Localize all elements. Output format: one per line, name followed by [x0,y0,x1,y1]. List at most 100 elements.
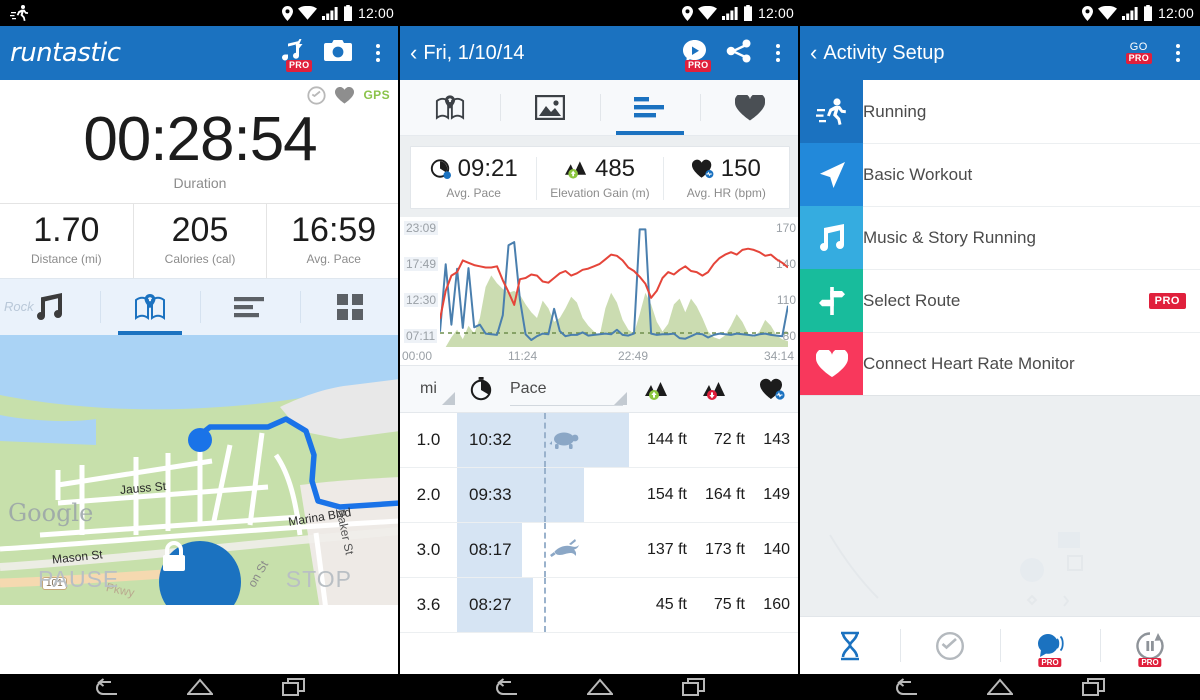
status-bar-icons: 12:00 [681,0,794,26]
activity-item-select-route[interactable]: Select Route PRO [800,269,1200,332]
tab-splits[interactable] [200,279,300,335]
hourglass-icon [841,631,859,660]
signpost-icon [800,269,863,332]
status-bar: 12:00 12:00 12:00 [0,0,1200,26]
nav-group-3 [800,674,1200,700]
col-header-elevation-loss[interactable] [687,365,745,413]
music-pro-icon[interactable]: PRO [280,38,313,72]
summary-label: Avg. HR (bpm) [686,186,766,200]
pause-button[interactable]: PAUSE [38,565,120,592]
home-nav-icon[interactable] [986,678,1013,696]
stat-distance[interactable]: 1.70 Distance (mi) [0,204,133,277]
summary-value: 09:21 [457,155,518,182]
back-nav-icon[interactable] [894,678,918,696]
col-header-duration[interactable] [457,365,504,413]
summary-value: 485 [594,155,636,182]
activity-item-basic-workout[interactable]: Basic Workout [800,143,1200,206]
home-nav-icon[interactable] [186,678,213,696]
duration-value: 00:28:54 [83,105,317,174]
camera-icon[interactable] [324,39,352,67]
chart-x-tick: 34:14 [763,349,794,363]
cell-elevation-gain: 144 ft [646,431,687,448]
android-nav-bar [0,674,1200,700]
tab-splits[interactable] [600,80,700,135]
tab-map[interactable] [400,80,500,135]
tab-photos[interactable] [500,80,600,135]
back-icon[interactable]: ‹ [810,40,818,65]
panel-live-tracking: runtastic PRO [0,26,400,674]
back-nav-icon[interactable] [494,678,518,696]
back-nav-icon[interactable] [94,678,118,696]
panel-session-details: ‹ Fri, 1/10/14 PRO [400,26,800,674]
tab-heart-rate[interactable] [700,80,800,135]
voice-coach-icon [1038,633,1064,657]
cell-distance: 2.0 [416,485,441,504]
tab-music[interactable] [0,279,100,335]
signal-icon [1121,7,1138,20]
table-row[interactable]: 2.0 09:33 154 ft 164 ft 149 [400,468,800,523]
overflow-menu-icon[interactable] [370,40,386,66]
option-cadence-sensor[interactable] [900,617,1000,674]
activity-item-connect-hr-monitor[interactable]: Connect Heart Rate Monitor [800,332,1200,395]
option-auto-pause[interactable]: PRO [1100,617,1200,674]
story-running-pro-icon[interactable]: PRO [681,39,712,72]
overflow-menu-icon[interactable] [1170,40,1186,66]
lock-button[interactable] [159,540,241,605]
tab-map[interactable] [100,279,200,335]
cell-elevation-loss: 164 ft [704,486,745,503]
back-icon[interactable]: ‹ [410,40,418,65]
stat-value: 1.70 [33,211,100,250]
recents-nav-icon[interactable] [681,677,706,697]
stat-label: Avg. Pace [306,251,361,266]
activity-item-running[interactable]: Running [800,80,1200,143]
recents-nav-icon[interactable] [1081,677,1106,697]
pace-average-marker [544,468,546,522]
cell-pace: 09:33 [469,485,512,504]
option-interval-timer[interactable] [800,617,900,674]
panel-divider [798,0,800,700]
share-icon[interactable] [726,39,752,68]
elevation-gain-icon [645,381,667,400]
activity-label: Music & Story Running [863,228,1036,247]
pace-bar [457,413,629,467]
wifi-icon [297,6,317,20]
detail-tab-bar [400,80,800,136]
table-row[interactable]: 3.0 08:17 137 ft 173 ft 140 [400,523,800,578]
stop-button[interactable]: STOP [285,565,352,592]
stat-calories[interactable]: 205 Calories (cal) [132,204,267,278]
go-pro-badge[interactable]: GO PRO [1125,41,1152,65]
location-icon [1081,5,1093,21]
session-chart[interactable]: 23:09 17:49 12:30 07:11 170 140 110 80 0… [400,217,800,365]
activity-text-wrap: Running [863,80,1200,143]
col-header-elevation-gain[interactable] [629,365,687,413]
home-nav-icon[interactable] [586,678,613,696]
col-header-heart-rate[interactable] [745,365,800,413]
duration-block: 00:28:54 Duration [0,105,400,204]
col-header-pace[interactable]: Pace [504,365,629,413]
tab-dashboard[interactable] [300,279,400,335]
page-title: Fri, 1/10/14 [423,41,525,64]
overflow-menu-icon[interactable] [770,40,786,66]
chart-y-left-tick: 07:11 [404,329,438,343]
activity-item-music-story-running[interactable]: Music & Story Running [800,206,1200,269]
bottom-tab-bar: Rock [0,278,400,335]
col-header-distance[interactable]: mi [400,365,457,413]
stat-avg-pace[interactable]: 16:59 Avg. Pace [266,204,400,278]
option-voice-coach[interactable]: PRO [1000,617,1100,674]
chart-x-tick: 11:24 [508,349,538,363]
summary-avg-pace: 09:21 Avg. Pace [411,157,536,200]
cell-elevation-loss: 72 ft [713,431,745,448]
cadence-icon [307,85,327,105]
stat-value: 16:59 [291,211,377,250]
cell-elevation-loss: 173 ft [704,541,745,558]
tab-active-indicator [118,330,182,335]
cell-pace-animal-icon [549,578,629,632]
nav-group-1 [0,674,400,700]
table-row[interactable]: 3.6 08:27 45 ft 75 ft 160 [400,578,800,633]
table-row[interactable]: 1.0 10:32 144 ft 72 ft 143 [400,413,800,468]
recents-nav-icon[interactable] [281,677,306,697]
cell-distance: 3.6 [416,595,441,614]
splits-table-header: mi Pace [400,365,800,413]
route-map[interactable]: Google Jauss St Marina Blvd Baker St Mas… [0,334,400,605]
pace-icon [430,158,451,179]
